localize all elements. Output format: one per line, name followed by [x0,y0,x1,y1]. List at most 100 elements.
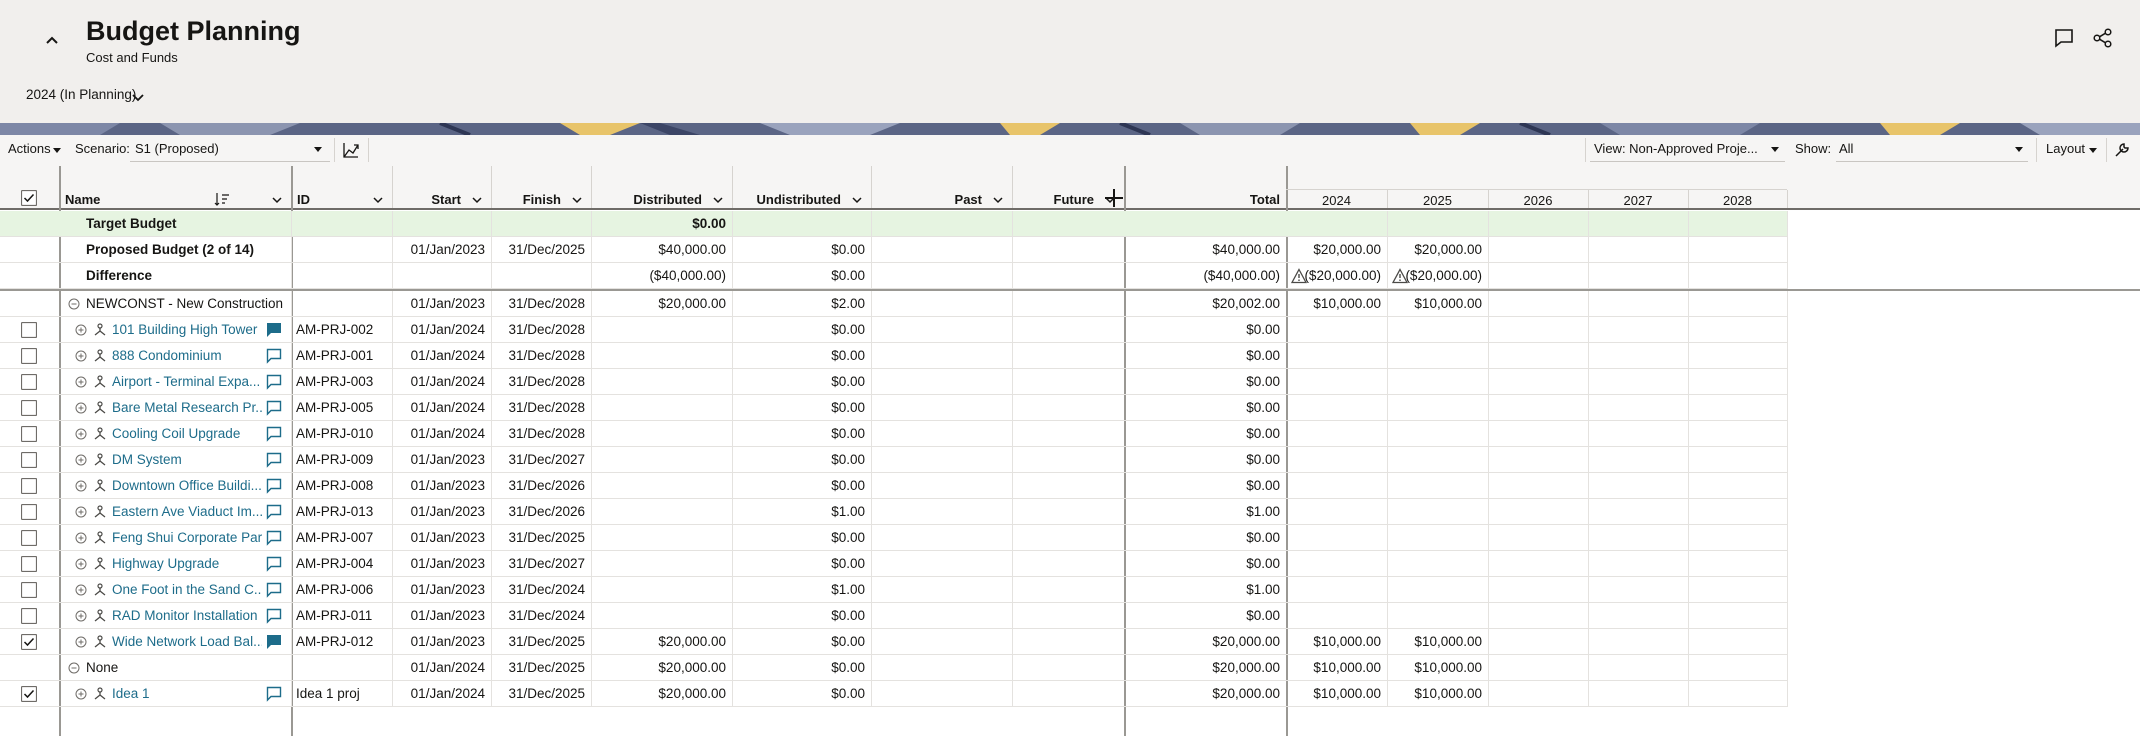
show-caret-glyph[interactable] [2014,144,2024,154]
row-name[interactable]: Cooling Coil Upgrade [112,426,241,441]
comment-icon[interactable] [266,400,282,416]
checkbox[interactable] [21,634,37,650]
comment-icon[interactable] [266,556,282,572]
expand-node[interactable] [75,584,87,596]
expand-node-glyph[interactable] [75,558,87,570]
view-caret-glyph[interactable] [1770,144,1780,154]
row-name[interactable]: DM System [112,452,182,467]
checkbox[interactable] [21,608,37,624]
scenario-value[interactable]: S1 (Proposed) [135,141,219,156]
expand-node-glyph[interactable] [75,324,87,336]
sort-icon[interactable] [214,192,230,206]
expand-node[interactable] [75,376,87,388]
comment-icon-glyph[interactable] [266,478,282,494]
column-header[interactable]: ID [297,192,310,207]
collapse-node-glyph[interactable] [68,298,80,310]
period-caret[interactable] [130,89,146,105]
comment-icon-glyph[interactable] [266,374,282,390]
checkbox[interactable] [21,400,37,416]
checkbox[interactable] [21,556,37,572]
show-label[interactable]: Show: [1795,141,1832,156]
expand-node-glyph[interactable] [75,610,87,622]
scenario-label[interactable]: Scenario: [75,141,130,156]
row-name[interactable]: One Foot in the Sand C... [112,582,262,597]
comment-icon[interactable] [266,530,282,546]
row-name[interactable]: Highway Upgrade [112,556,220,571]
expand-node[interactable] [75,636,87,648]
checkbox-glyph[interactable] [21,478,37,494]
comment-button[interactable] [2053,27,2075,49]
checkbox-glyph[interactable] [21,426,37,442]
column-menu-glyph[interactable] [271,194,283,206]
expand-node-glyph[interactable] [75,350,87,362]
expand-node[interactable] [75,610,87,622]
comment-icon-glyph[interactable] [266,608,282,624]
tools-button-glyph[interactable] [2113,141,2131,159]
show-caret[interactable] [2014,144,2024,154]
view-value[interactable]: View: Non-Approved Proje... [1594,141,1758,156]
row-name[interactable]: RAD Monitor Installation [112,608,258,623]
comment-icon[interactable] [266,478,282,494]
chart-button[interactable] [342,141,360,159]
expand-node-glyph[interactable] [75,532,87,544]
column-menu-glyph[interactable] [992,194,1004,206]
expand-node[interactable] [75,532,87,544]
period-selector[interactable]: 2024 (In Planning) [26,87,137,102]
tools-button[interactable] [2113,141,2131,159]
comment-icon-glyph[interactable] [266,530,282,546]
row-name[interactable]: Bare Metal Research Pr... [112,400,262,415]
comment-icon[interactable] [266,582,282,598]
view-caret[interactable] [1770,144,1780,154]
expand-node[interactable] [75,688,87,700]
column-header[interactable]: Past [954,192,982,207]
column-menu[interactable] [471,194,483,206]
comment-icon-glyph[interactable] [266,348,282,364]
column-menu-glyph[interactable] [1104,194,1116,206]
expand-node[interactable] [75,506,87,518]
show-value[interactable]: All [1839,141,1854,156]
checkbox-glyph[interactable] [21,348,37,364]
checkbox[interactable] [21,582,37,598]
expand-node-glyph[interactable] [75,636,87,648]
collapse-button[interactable] [42,30,62,50]
row-name[interactable]: Airport - Terminal Expa... [112,374,261,389]
comment-icon[interactable] [266,374,282,390]
scenario-select[interactable] [130,139,330,162]
row-name[interactable]: Idea 1 [112,686,150,701]
row-name[interactable]: 101 Building High Tower [112,322,258,337]
column-menu[interactable] [571,194,583,206]
expand-node[interactable] [75,402,87,414]
checkbox[interactable] [21,374,37,390]
checkbox-glyph[interactable] [21,608,37,624]
row-name[interactable]: Downtown Office Buildi... [112,478,262,493]
checkbox-glyph[interactable] [21,374,37,390]
expand-node[interactable] [75,428,87,440]
comment-icon[interactable] [266,634,282,650]
show-select[interactable] [1836,139,2028,162]
row-name[interactable]: 888 Condominium [112,348,222,363]
column-menu-glyph[interactable] [712,194,724,206]
share-button[interactable] [2092,27,2114,49]
layout-caret-glyph[interactable] [2088,145,2098,155]
actions-caret-glyph[interactable] [52,145,62,155]
comment-icon[interactable] [266,504,282,520]
actions-caret[interactable] [52,145,62,155]
column-menu[interactable] [851,194,863,206]
row-name[interactable]: Eastern Ave Viaduct Im... [112,504,262,519]
scenario-caret[interactable] [313,144,323,154]
comment-icon-glyph[interactable] [266,686,282,702]
expand-node[interactable] [75,480,87,492]
layout-menu[interactable]: Layout [2046,141,2086,156]
checkbox[interactable] [21,426,37,442]
checkbox-glyph[interactable] [21,322,37,338]
expand-node-glyph[interactable] [75,480,87,492]
comment-icon-glyph[interactable] [266,556,282,572]
expand-node-glyph[interactable] [75,584,87,596]
column-header[interactable]: Total [1249,192,1280,207]
comment-icon[interactable] [266,452,282,468]
checkbox-glyph[interactable] [21,400,37,416]
comment-icon-glyph[interactable] [266,504,282,520]
checkbox-glyph[interactable] [21,530,37,546]
checkbox[interactable] [21,504,37,520]
expand-node-glyph[interactable] [75,454,87,466]
